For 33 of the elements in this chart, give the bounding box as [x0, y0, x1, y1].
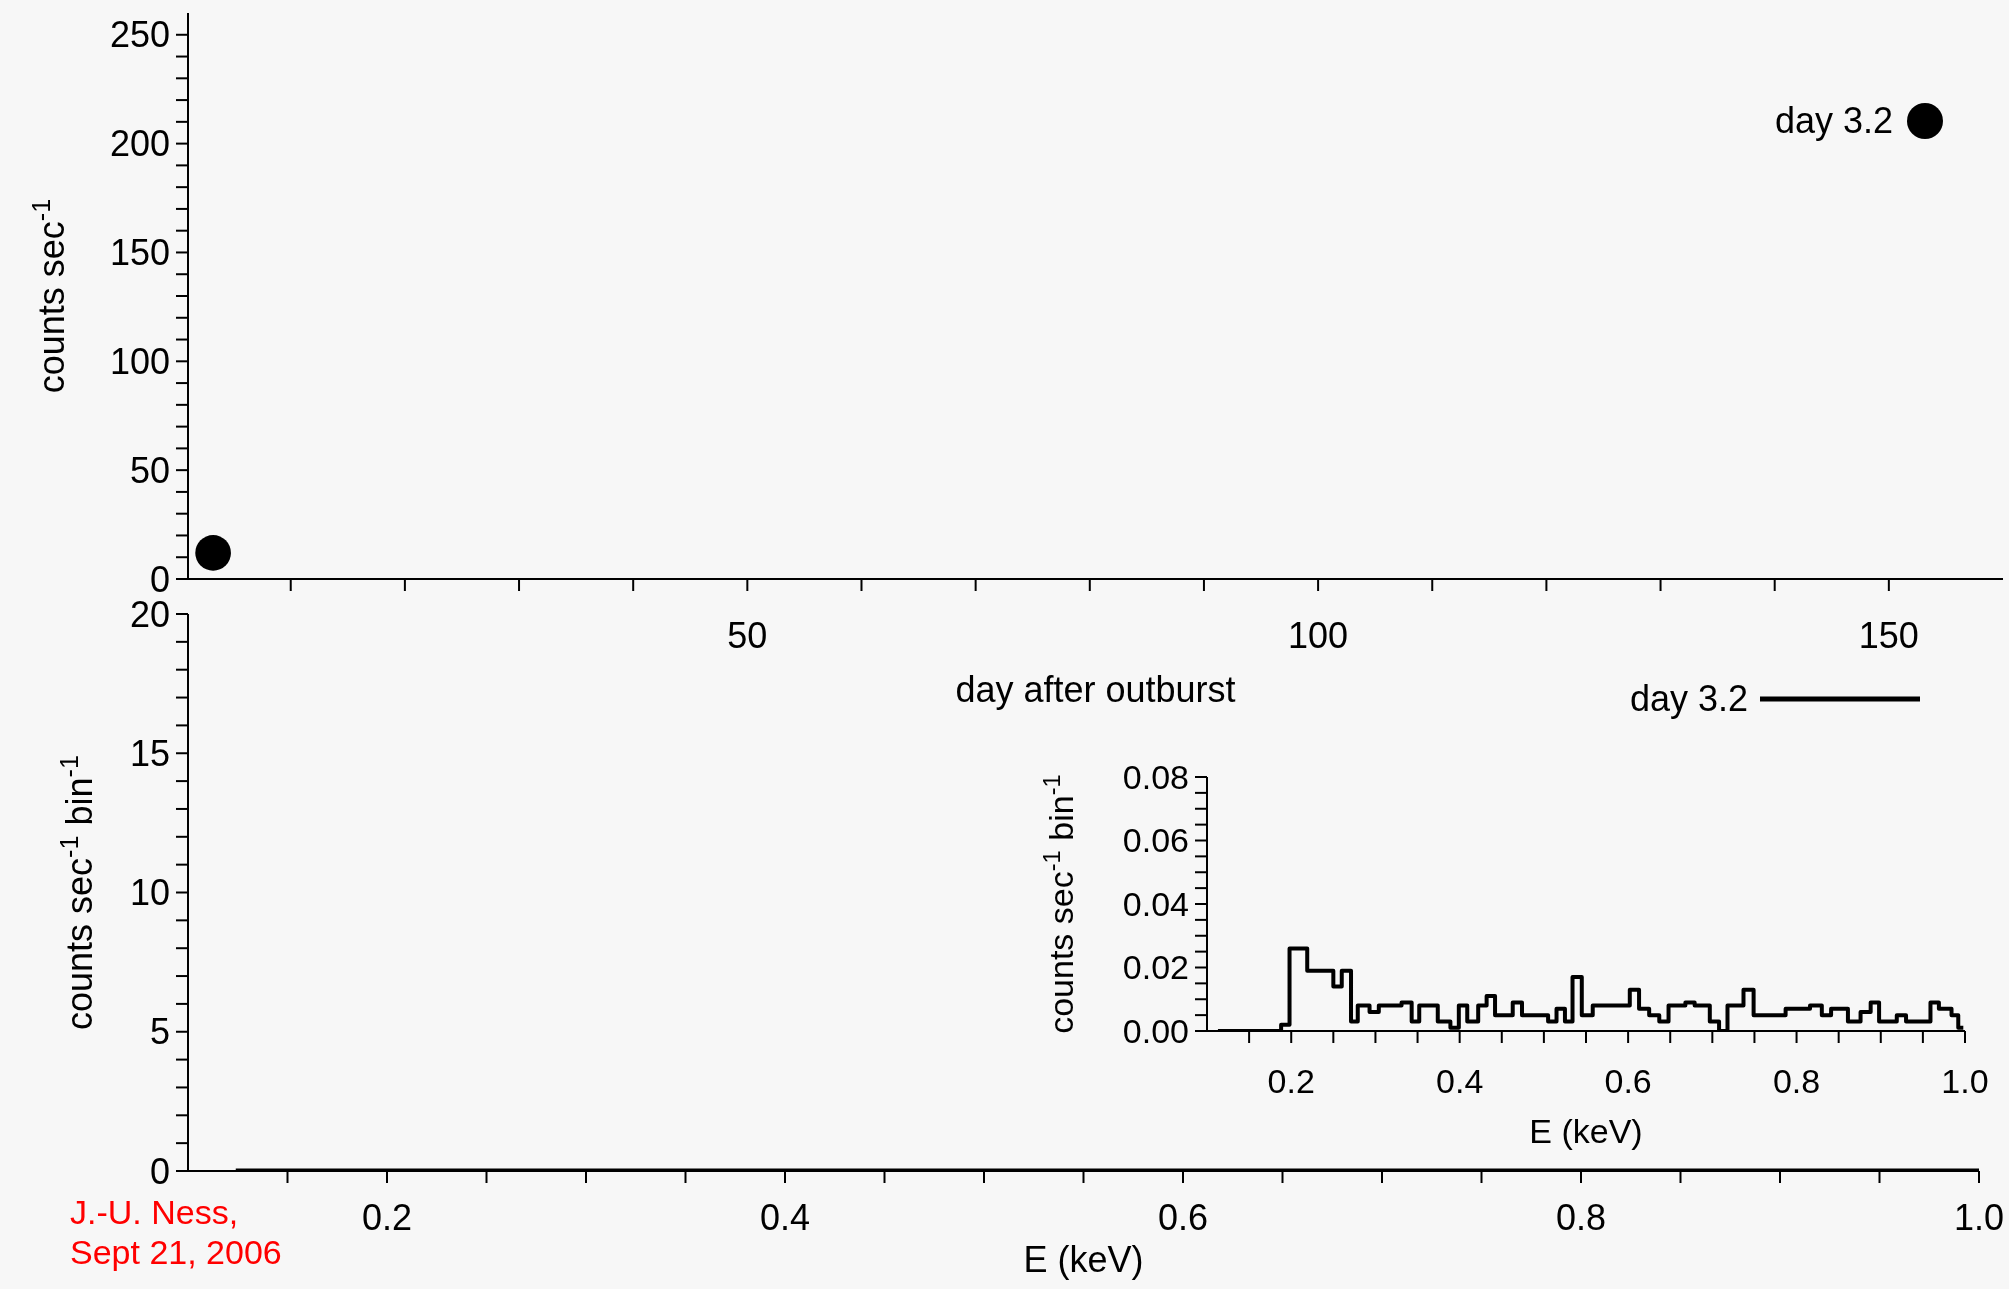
text: J.-U. Ness, Sept 21, 2006: [70, 1192, 282, 1272]
y-tick-label: 50: [129, 449, 170, 491]
x-tick-label: 0.6: [1604, 1061, 1652, 1100]
x-tick-label: 50: [727, 614, 768, 656]
y-tick-label: 10: [129, 872, 170, 914]
x-axis-title: E (keV): [1529, 1111, 1643, 1150]
x-tick-label: 0.2: [1267, 1061, 1315, 1100]
y-tick-label: 0.08: [1122, 757, 1189, 796]
y-tick-label: 0.04: [1122, 884, 1189, 923]
x-tick-label: 0.4: [1436, 1061, 1484, 1100]
y-tick-label: 250: [109, 14, 170, 56]
legend-label: day 3.2: [1774, 100, 1893, 142]
y-tick-label: 100: [109, 340, 170, 382]
y-tick-label: 15: [129, 732, 170, 774]
y-tick-label: 200: [109, 123, 170, 165]
y-tick-label: 5: [149, 1011, 170, 1053]
x-tick-label: 0.2: [361, 1196, 413, 1238]
x-tick-label: 0.8: [1772, 1061, 1821, 1100]
x-tick-label: 0.6: [1157, 1196, 1209, 1238]
x-tick-label: 1.0: [1941, 1061, 1989, 1100]
x-tick-label: 0.8: [1555, 1196, 1607, 1238]
x-axis-title: E (keV): [1023, 1238, 1144, 1280]
x-tick-label: 1.0: [1953, 1196, 2005, 1238]
y-tick-label: 0.00: [1122, 1011, 1189, 1050]
y-tick-label: 150: [109, 232, 170, 274]
x-tick-label: 100: [1288, 614, 1349, 656]
y-tick-label: 0.06: [1122, 821, 1189, 860]
x-axis-title: day after outburst: [955, 668, 1236, 710]
x-tick-label: 0.4: [759, 1196, 811, 1238]
legend-label: day 3.2: [1629, 678, 1748, 720]
y-tick-label: 0.02: [1122, 948, 1189, 987]
x-tick-label: 150: [1858, 614, 1919, 656]
y-tick-label: 0: [149, 1150, 170, 1192]
